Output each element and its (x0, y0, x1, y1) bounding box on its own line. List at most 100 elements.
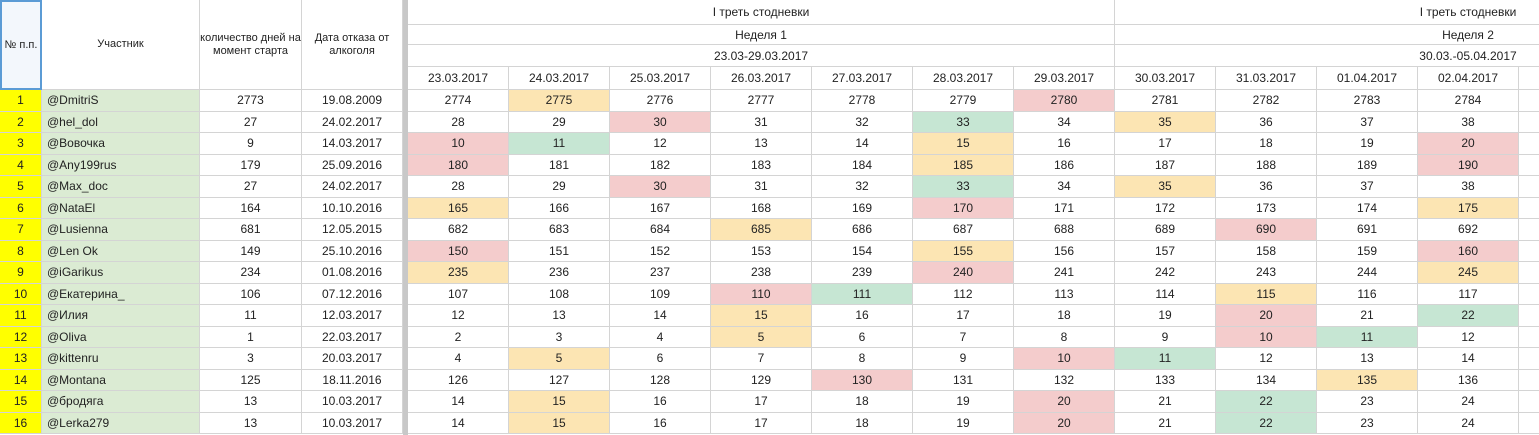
day-count (1519, 219, 1539, 241)
day-count: 17 (913, 305, 1014, 327)
day-count (1519, 133, 1539, 155)
day-count: 117 (1418, 283, 1519, 305)
day-count: 16 (812, 305, 913, 327)
day-count (1519, 198, 1539, 219)
day-count: 2780 (1014, 90, 1115, 112)
day-count: 2781 (1115, 90, 1216, 112)
day-count: 33 (913, 176, 1014, 198)
day-count: 243 (1216, 262, 1317, 284)
column-header: количество дней на момент старта (200, 0, 302, 90)
day-count: 9 (1115, 326, 1216, 348)
day-count: 30 (610, 111, 711, 133)
quit-date: 10.10.2016 (302, 197, 403, 219)
day-count: 15 (509, 391, 610, 413)
day-count: 5 (509, 348, 610, 370)
start-days: 179 (200, 154, 302, 176)
day-count: 8 (812, 348, 913, 370)
day-count: 35 (1115, 176, 1216, 198)
day-count: 153 (711, 240, 812, 262)
day-count: 23 (1317, 412, 1418, 434)
quit-date: 24.02.2017 (302, 176, 403, 198)
date-header: 23.03.2017 (408, 67, 509, 90)
start-days: 2773 (200, 90, 302, 112)
day-count: 21 (1317, 305, 1418, 327)
row-number: 2 (0, 111, 42, 133)
day-count: 14 (1418, 348, 1519, 370)
day-count: 688 (1014, 219, 1115, 241)
day-count: 687 (913, 219, 1014, 241)
quit-date: 25.09.2016 (302, 154, 403, 176)
day-count: 151 (509, 240, 610, 262)
day-count: 11 (1317, 326, 1418, 348)
day-count: 132 (1014, 369, 1115, 391)
participant: @Екатерина_ (42, 283, 200, 305)
day-count: 237 (610, 262, 711, 284)
day-count: 20 (1014, 412, 1115, 434)
day-count: 15 (509, 412, 610, 434)
day-count: 159 (1317, 240, 1418, 262)
day-count: 20 (1216, 305, 1317, 327)
day-count: 690 (1216, 219, 1317, 241)
day-count: 6 (812, 326, 913, 348)
day-count: 241 (1014, 262, 1115, 284)
date-header: 27.03.2017 (812, 67, 913, 90)
day-count: 182 (610, 154, 711, 176)
start-days: 13 (200, 412, 302, 434)
day-count: 18 (1014, 305, 1115, 327)
day-count: 23 (1317, 391, 1418, 413)
day-count: 13 (1317, 348, 1418, 370)
day-count: 13 (711, 133, 812, 155)
day-count: 135 (1317, 369, 1418, 391)
day-count: 173 (1216, 197, 1317, 219)
day-count: 20 (1418, 133, 1519, 155)
day-count: 245 (1418, 262, 1519, 284)
participant: @Lusienna (42, 219, 200, 241)
day-count: 24 (1418, 412, 1519, 434)
day-count: 115 (1216, 283, 1317, 305)
row-number: 16 (0, 412, 42, 434)
day-count: 188 (1216, 154, 1317, 176)
day-count: 691 (1317, 219, 1418, 241)
day-count: 160 (1418, 240, 1519, 262)
day-count (1519, 112, 1539, 133)
date-header: 02.04.2017 (1418, 67, 1519, 90)
start-days: 164 (200, 197, 302, 219)
day-count: 34 (1014, 176, 1115, 198)
day-count: 154 (812, 240, 913, 262)
week-label: Неделя 1 (408, 25, 1115, 45)
day-count: 158 (1216, 240, 1317, 262)
day-count: 4 (408, 348, 509, 370)
day-count (1519, 327, 1539, 348)
day-count: 152 (610, 240, 711, 262)
participant: @Илия (42, 305, 200, 327)
day-count: 127 (509, 369, 610, 391)
day-count: 28 (408, 176, 509, 198)
day-count: 22 (1418, 305, 1519, 327)
date-range: 30.03.-05.04.2017 (1115, 45, 1539, 67)
day-count: 22 (1216, 412, 1317, 434)
day-count: 19 (913, 391, 1014, 413)
row-number: 12 (0, 326, 42, 348)
start-days: 106 (200, 283, 302, 305)
day-count: 19 (1115, 305, 1216, 327)
day-count: 32 (812, 111, 913, 133)
day-count: 186 (1014, 154, 1115, 176)
day-count (1519, 348, 1539, 370)
date-range: 23.03-29.03.2017 (408, 45, 1115, 67)
day-count: 34 (1014, 111, 1115, 133)
quit-date: 12.03.2017 (302, 305, 403, 327)
day-count: 686 (812, 219, 913, 241)
day-count: 17 (1115, 133, 1216, 155)
day-count (1519, 155, 1539, 176)
day-count: 108 (509, 283, 610, 305)
day-count: 150 (408, 240, 509, 262)
day-count: 7 (913, 326, 1014, 348)
row-number: 1 (0, 90, 42, 112)
participant: @Any199rus (42, 154, 200, 176)
day-count: 22 (1216, 391, 1317, 413)
day-count: 172 (1115, 197, 1216, 219)
day-count: 7 (711, 348, 812, 370)
day-count: 242 (1115, 262, 1216, 284)
day-count (1519, 370, 1539, 391)
day-count: 167 (610, 197, 711, 219)
